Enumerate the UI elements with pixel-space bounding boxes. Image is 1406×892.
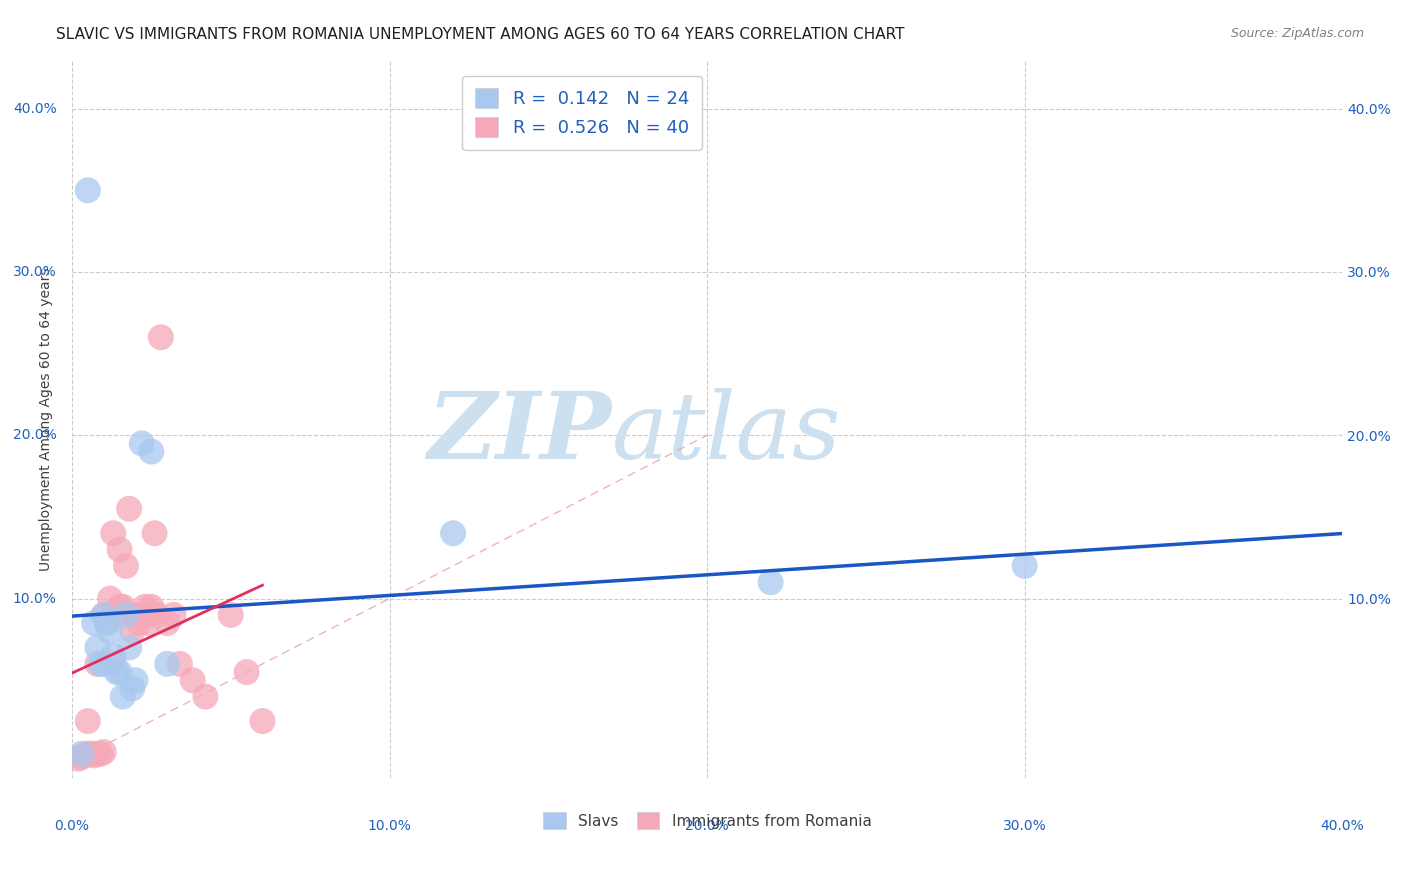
Point — [67, 751, 90, 765]
Point — [103, 526, 125, 541]
Y-axis label: Unemployment Among Ages 60 to 64 years: Unemployment Among Ages 60 to 64 years — [39, 268, 53, 571]
Point — [181, 673, 204, 688]
Point — [86, 747, 108, 761]
Point — [156, 616, 179, 631]
Point — [76, 183, 98, 197]
Point — [235, 665, 257, 679]
Point — [90, 747, 112, 761]
Text: 40.0%: 40.0% — [13, 102, 56, 116]
Point — [98, 624, 121, 639]
Point — [96, 616, 118, 631]
Text: Source: ZipAtlas.com: Source: ZipAtlas.com — [1230, 27, 1364, 40]
Point — [93, 607, 115, 622]
Point — [169, 657, 191, 671]
Point — [86, 657, 108, 671]
Point — [759, 575, 782, 590]
Point — [73, 748, 96, 763]
Point — [70, 747, 93, 761]
Point — [131, 436, 153, 450]
Point — [128, 616, 150, 631]
Point — [115, 607, 138, 622]
Point — [86, 640, 108, 655]
Point — [124, 607, 146, 622]
Point — [441, 526, 464, 541]
Point — [80, 747, 103, 761]
Point — [1014, 558, 1036, 573]
Point — [131, 607, 153, 622]
Point — [134, 599, 156, 614]
Text: 30.0%: 30.0% — [13, 265, 56, 279]
Point — [124, 673, 146, 688]
Point — [156, 657, 179, 671]
Point — [93, 607, 115, 622]
Point — [83, 748, 105, 763]
Point — [98, 591, 121, 606]
Text: 0.0%: 0.0% — [55, 819, 90, 833]
Text: atlas: atlas — [612, 388, 841, 478]
Point — [103, 648, 125, 663]
Point — [141, 444, 163, 458]
Point — [76, 747, 98, 761]
Point — [115, 558, 138, 573]
Point — [118, 640, 141, 655]
Point — [105, 607, 128, 622]
Point — [162, 607, 184, 622]
Point — [105, 665, 128, 679]
Point — [108, 542, 131, 557]
Point — [108, 665, 131, 679]
Legend: Slavs, Immigrants from Romania: Slavs, Immigrants from Romania — [537, 806, 877, 835]
Point — [121, 624, 143, 639]
Text: SLAVIC VS IMMIGRANTS FROM ROMANIA UNEMPLOYMENT AMONG AGES 60 TO 64 YEARS CORRELA: SLAVIC VS IMMIGRANTS FROM ROMANIA UNEMPL… — [56, 27, 904, 42]
Point — [146, 607, 169, 622]
Point — [108, 599, 131, 614]
Point — [96, 616, 118, 631]
Point — [118, 501, 141, 516]
Text: 20.0%: 20.0% — [685, 819, 728, 833]
Point — [70, 750, 93, 764]
Point — [149, 330, 172, 344]
Point — [111, 599, 134, 614]
Point — [136, 616, 159, 631]
Text: 10.0%: 10.0% — [367, 819, 412, 833]
Point — [90, 657, 112, 671]
Text: 40.0%: 40.0% — [1320, 819, 1364, 833]
Point — [93, 745, 115, 759]
Point — [219, 607, 242, 622]
Point — [83, 616, 105, 631]
Point — [194, 690, 217, 704]
Point — [252, 714, 274, 728]
Text: 10.0%: 10.0% — [13, 591, 56, 606]
Point — [141, 599, 163, 614]
Text: 30.0%: 30.0% — [1002, 819, 1046, 833]
Point — [76, 714, 98, 728]
Point — [93, 657, 115, 671]
Point — [121, 681, 143, 696]
Point — [143, 526, 166, 541]
Point — [103, 657, 125, 671]
Text: 20.0%: 20.0% — [13, 428, 56, 442]
Point — [111, 690, 134, 704]
Text: ZIP: ZIP — [427, 388, 612, 478]
